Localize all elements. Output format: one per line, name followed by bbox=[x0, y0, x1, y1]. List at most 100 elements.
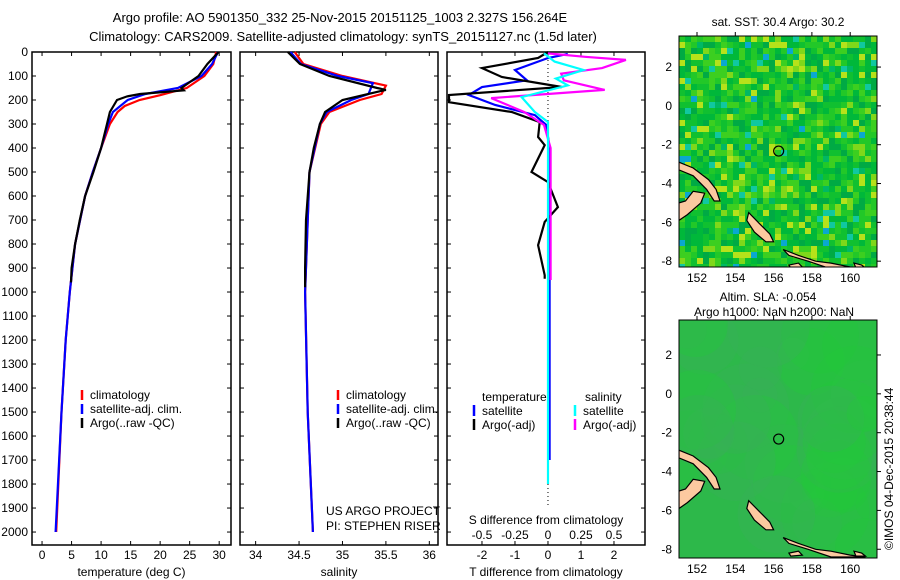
sst-cell bbox=[745, 48, 751, 54]
sst-cell bbox=[829, 96, 835, 102]
sst-cell bbox=[841, 162, 847, 168]
sst-cell bbox=[871, 132, 877, 138]
sst-cell bbox=[793, 42, 799, 48]
sst-cell bbox=[769, 156, 775, 162]
sst-cell bbox=[721, 246, 727, 252]
sst-cell bbox=[811, 162, 817, 168]
sst-cell bbox=[751, 132, 757, 138]
sst-cell bbox=[703, 234, 709, 240]
sst-cell bbox=[679, 156, 685, 162]
sst-cell bbox=[727, 204, 733, 210]
sst-cell bbox=[835, 216, 841, 222]
sst-cell bbox=[865, 174, 871, 180]
sla-shade bbox=[815, 457, 871, 513]
sst-cell bbox=[679, 138, 685, 144]
sst-cell bbox=[781, 174, 787, 180]
sst-cell bbox=[805, 174, 811, 180]
sst-cell bbox=[793, 234, 799, 240]
xtick-label: 10 bbox=[94, 548, 108, 562]
sst-cell bbox=[787, 240, 793, 246]
sst-cell bbox=[769, 246, 775, 252]
sst-cell bbox=[835, 60, 841, 66]
sst-cell bbox=[691, 48, 697, 54]
xtick-label: 30 bbox=[213, 548, 227, 562]
sst-cell bbox=[733, 90, 739, 96]
sst-cell bbox=[757, 156, 763, 162]
copyright-timestamp: ©IMOS 04-Dec-2015 20:38:44 bbox=[882, 387, 896, 550]
sst-cell bbox=[799, 102, 805, 108]
sst-cell bbox=[871, 258, 877, 264]
sst-cell bbox=[781, 192, 787, 198]
sst-cell bbox=[715, 48, 721, 54]
sst-cell bbox=[679, 126, 685, 132]
sst-cell bbox=[775, 174, 781, 180]
sst-cell bbox=[727, 198, 733, 204]
sst-cell bbox=[703, 264, 709, 267]
sst-cell bbox=[679, 120, 685, 126]
sst-cell bbox=[835, 126, 841, 132]
sst-cell bbox=[853, 54, 859, 60]
sst-cell bbox=[715, 96, 721, 102]
sst-map-panel: 152 154 156 158 160 2 0 -2 -4 -6 -8 sat. SST: 30.4 … bbox=[661, 15, 881, 285]
ytick-label: 100 bbox=[8, 69, 28, 83]
sst-cell bbox=[691, 54, 697, 60]
sst-cell bbox=[823, 144, 829, 150]
sst-cell bbox=[847, 60, 853, 66]
sst-cell bbox=[763, 240, 769, 246]
sst-cell bbox=[763, 60, 769, 66]
sst-cell bbox=[811, 72, 817, 78]
sst-cell bbox=[871, 180, 877, 186]
sst-cell bbox=[769, 198, 775, 204]
sst-cell bbox=[739, 96, 745, 102]
sst-cell bbox=[859, 54, 865, 60]
sst-cell bbox=[721, 198, 727, 204]
ytick-label: 700 bbox=[8, 213, 28, 227]
sst-cell bbox=[817, 204, 823, 210]
sst-cell bbox=[679, 84, 685, 90]
sst-cell bbox=[811, 114, 817, 120]
sst-cell bbox=[829, 234, 835, 240]
sst-cell bbox=[823, 246, 829, 252]
sst-cell bbox=[829, 222, 835, 228]
sst-cell bbox=[841, 96, 847, 102]
sst-cell bbox=[727, 42, 733, 48]
sst-cell bbox=[841, 66, 847, 72]
sst-cell bbox=[745, 36, 751, 42]
sst-cell bbox=[841, 132, 847, 138]
sst-cell bbox=[691, 228, 697, 234]
sst-cell bbox=[859, 132, 865, 138]
sst-cell bbox=[703, 108, 709, 114]
ytick-label: 900 bbox=[8, 261, 28, 275]
xtick-label: -2 bbox=[477, 548, 488, 562]
legend-label: Argo(-adj) bbox=[482, 418, 535, 432]
sst-cell bbox=[763, 66, 769, 72]
sla-shade bbox=[702, 363, 790, 451]
sst-cell bbox=[835, 210, 841, 216]
sst-cell bbox=[715, 114, 721, 120]
sst-cell bbox=[841, 114, 847, 120]
sst-cell bbox=[835, 246, 841, 252]
sst-cell bbox=[721, 126, 727, 132]
sst-cell bbox=[853, 150, 859, 156]
sst-cell bbox=[751, 192, 757, 198]
sst-cell bbox=[871, 60, 877, 66]
sst-cell bbox=[679, 228, 685, 234]
sst-cell bbox=[751, 162, 757, 168]
sst-cell bbox=[829, 138, 835, 144]
sst-cell bbox=[703, 150, 709, 156]
sst-cell bbox=[757, 72, 763, 78]
sst-cell bbox=[805, 228, 811, 234]
sst-cell bbox=[679, 198, 685, 204]
sst-cell bbox=[697, 216, 703, 222]
sst-cell bbox=[859, 84, 865, 90]
sst-cell bbox=[799, 198, 805, 204]
sst-cell bbox=[841, 42, 847, 48]
sst-cell bbox=[679, 174, 685, 180]
sst-cell bbox=[733, 72, 739, 78]
sst-cell bbox=[787, 108, 793, 114]
sst-cell bbox=[751, 60, 757, 66]
sst-cell bbox=[811, 66, 817, 72]
sst-cell bbox=[721, 180, 727, 186]
sst-cell bbox=[685, 258, 691, 264]
sst-cell bbox=[865, 72, 871, 78]
